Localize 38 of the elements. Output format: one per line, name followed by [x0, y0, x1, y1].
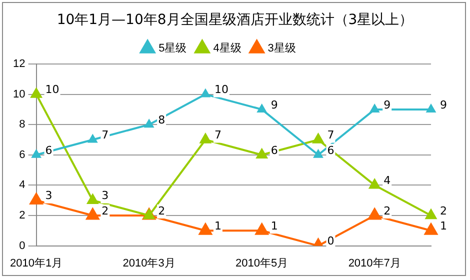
data-label: 2 [440, 204, 447, 218]
data-label: 1 [270, 220, 278, 233]
data-label: 2 [158, 204, 166, 218]
data-label: 6 [45, 144, 52, 157]
data-label: 2 [384, 204, 391, 218]
data-label: 10 [45, 83, 60, 96]
data-label: 10 [214, 83, 228, 96]
x-tick-label: 2010年1月 [10, 257, 63, 270]
data-label: 7 [214, 128, 222, 142]
data-label: 9 [270, 98, 278, 112]
y-tick-label: 0 [19, 240, 26, 252]
data-label: 7 [327, 128, 334, 142]
data-label: 9 [384, 98, 391, 112]
chart-title: 10年1月—10年8月全国星级酒店开业数统计（3星以上） [56, 11, 414, 29]
data-label: 4 [384, 174, 391, 188]
data-label: 3 [102, 189, 109, 202]
y-tick-label: 8 [19, 118, 26, 131]
legend-label: 4星级 [213, 42, 242, 55]
x-tick-label: 2010年5月 [236, 257, 288, 270]
data-label: 6 [270, 144, 278, 157]
data-label: 9 [440, 98, 447, 112]
x-tick-label: 2010年7月 [348, 257, 401, 270]
data-label: 8 [158, 113, 166, 126]
data-label: 0 [327, 234, 334, 248]
y-tick-label: 12 [13, 58, 26, 70]
data-label: 1 [214, 220, 222, 233]
legend-label: 3星级 [268, 42, 296, 55]
data-label: 7 [102, 128, 109, 142]
data-label: 2 [102, 204, 109, 218]
legend-label: 5星级 [158, 42, 187, 55]
x-tick-label: 2010年3月 [122, 257, 176, 270]
y-tick-label: 6 [19, 148, 26, 161]
data-label: 1 [440, 220, 447, 233]
data-label: 6 [327, 144, 334, 157]
data-label: 3 [45, 189, 52, 202]
y-tick-label: 2 [19, 210, 26, 222]
y-tick-label: 10 [13, 88, 26, 100]
y-tick-label: 4 [19, 179, 26, 192]
